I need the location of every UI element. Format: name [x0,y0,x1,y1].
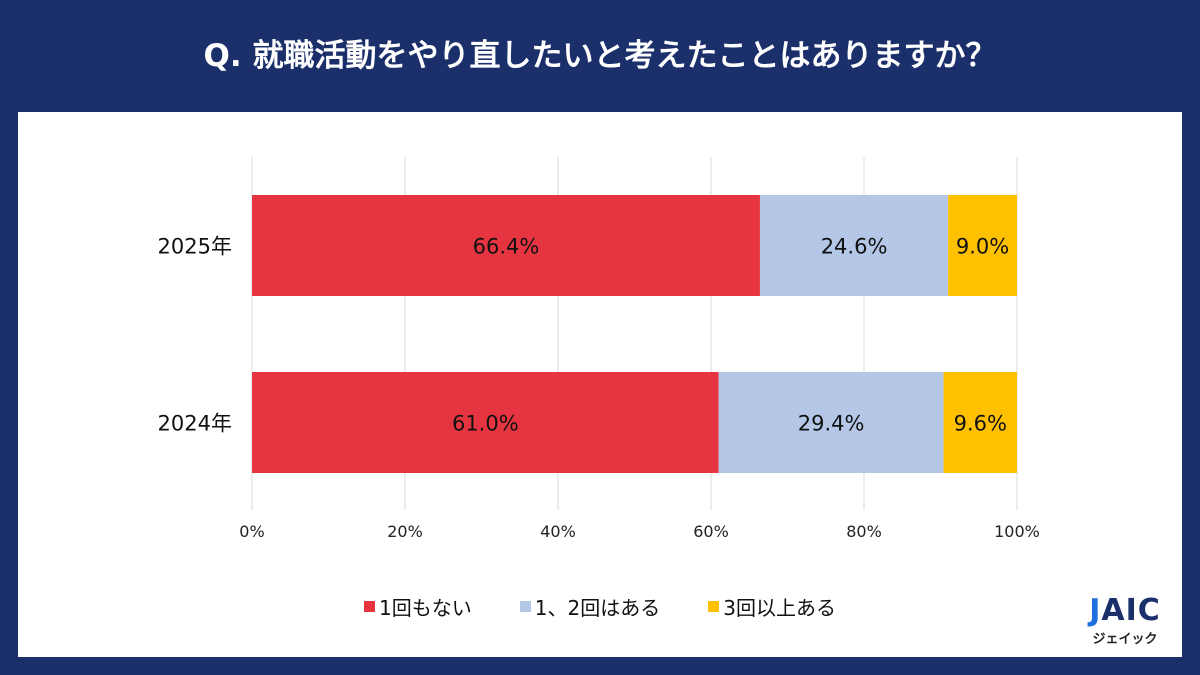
jaic-logo: JAIC ジェイック [1089,593,1161,647]
legend-item: 3回以上ある [708,592,836,621]
legend-label: 3回以上ある [723,596,836,620]
data-label: 24.6% [821,235,888,259]
data-label: 9.0% [956,235,1009,259]
x-tick-label: 0% [239,522,264,541]
bar-segment [252,195,760,296]
bar-segment [943,372,1017,473]
x-tick-label: 20% [387,522,423,541]
legend-label: 1回もない [379,596,472,620]
stacked-bar-chart: 0% 20% 40% 60% 80% 100% 2025年 66.4% 24.6% 9.0% 202… [158,157,1040,541]
category-label: 2024年 [158,412,232,436]
data-label: 29.4% [798,412,865,436]
category-label: 2025年 [158,235,232,259]
x-tick-label: 80% [846,522,882,541]
legend: 1回もない 1、2回はある 3回以上ある [18,592,1182,621]
chart-panel: 0% 20% 40% 60% 80% 100% 2025年 66.4% 24.6% 9.0% 202… [18,112,1182,657]
data-label: 9.6% [954,412,1007,436]
bar-segment [718,372,944,473]
bar-segment [252,372,719,473]
x-tick-label: 100% [994,522,1040,541]
legend-swatch [708,601,720,612]
bar-segment [948,195,1017,296]
legend-swatch [519,601,531,612]
chart-title: Q. 就職活動をやり直したいと考えたことはありますか？ [203,38,997,74]
data-label: 66.4% [473,235,540,259]
legend-swatch [364,601,376,612]
bar-segment [759,195,949,296]
data-label: 61.0% [452,412,519,436]
legend-label: 1、2回はある [534,596,661,620]
legend-item: 1、2回はある [519,592,661,621]
x-tick-label: 60% [693,522,729,541]
legend-item: 1回もない [364,592,472,621]
x-tick-label: 40% [540,522,576,541]
